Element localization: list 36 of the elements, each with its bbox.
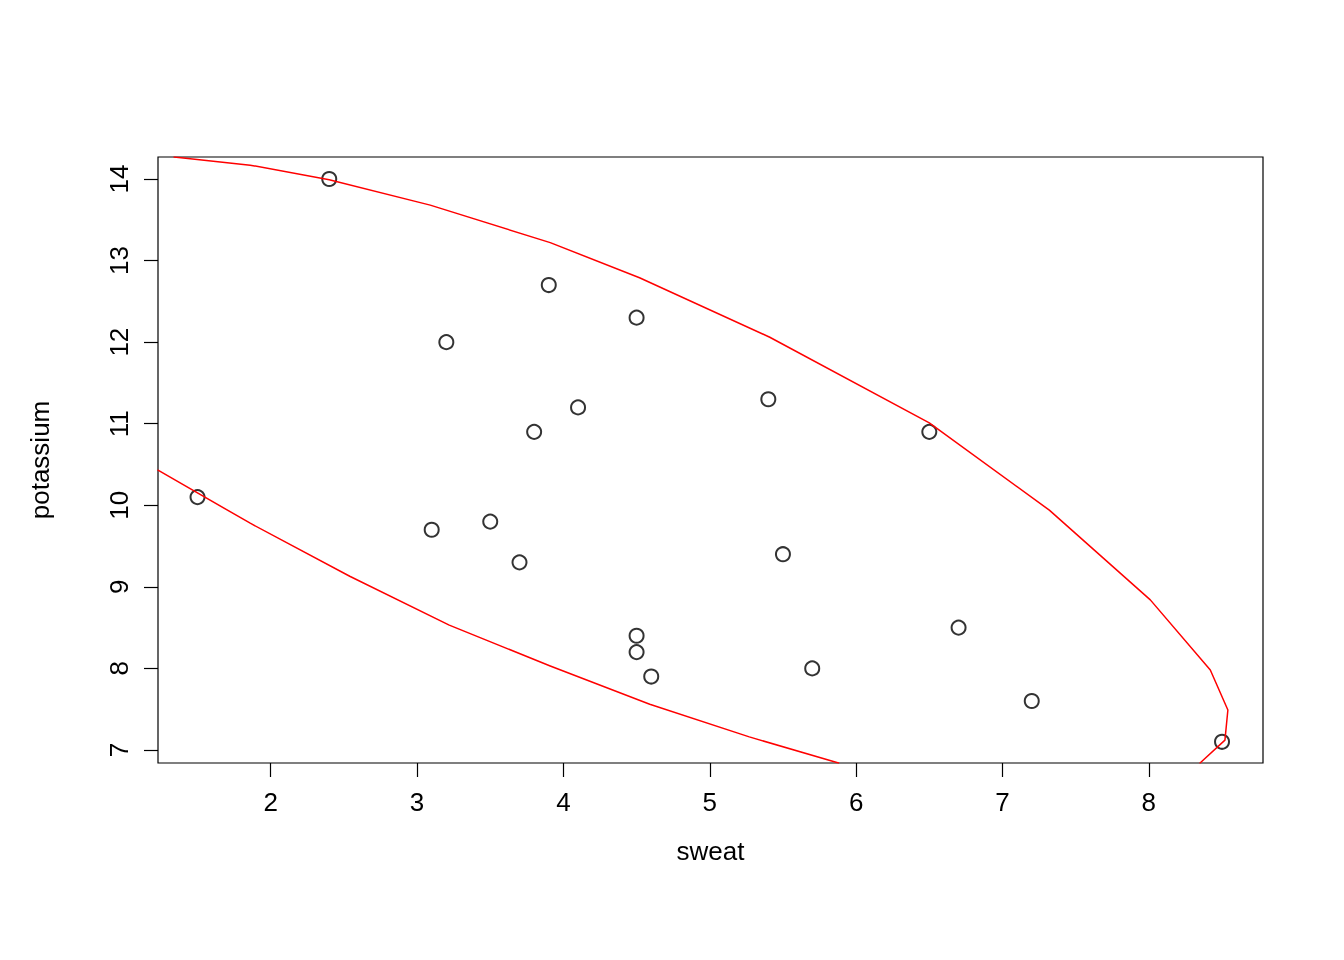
point bbox=[628, 627, 645, 644]
y-tick-label: 9 bbox=[104, 579, 134, 595]
line-series bbox=[173, 156, 1229, 764]
y-tick-label: 12 bbox=[104, 327, 134, 357]
x-tick-label: 3 bbox=[409, 787, 425, 817]
y-tick-label: 11 bbox=[104, 410, 134, 438]
point bbox=[774, 546, 791, 563]
x-tick-label: 5 bbox=[702, 787, 717, 817]
point bbox=[526, 423, 543, 440]
point bbox=[1023, 693, 1040, 710]
y-tick-label: 14 bbox=[104, 164, 134, 194]
x-tick-label: 8 bbox=[1141, 787, 1157, 817]
point bbox=[804, 660, 821, 677]
point bbox=[950, 619, 967, 636]
y-axis-title: potassium bbox=[25, 400, 55, 520]
x-tick-label: 4 bbox=[556, 787, 571, 817]
point bbox=[511, 554, 528, 571]
point bbox=[423, 521, 440, 538]
point bbox=[643, 668, 660, 685]
point bbox=[921, 423, 938, 440]
y-tick-label: 13 bbox=[104, 246, 134, 276]
point bbox=[570, 399, 587, 416]
point bbox=[540, 277, 557, 294]
x-tick-label: 2 bbox=[263, 787, 278, 817]
y-tick-label: 7 bbox=[104, 742, 134, 758]
point bbox=[760, 391, 777, 408]
line-series bbox=[157, 469, 840, 764]
x-tick-label: 7 bbox=[995, 787, 1010, 817]
point bbox=[482, 513, 499, 530]
x-tick-label: 6 bbox=[848, 787, 864, 817]
point bbox=[438, 334, 455, 351]
y-tick-label: 10 bbox=[104, 490, 134, 520]
point bbox=[628, 309, 645, 326]
y-tick-label: 8 bbox=[104, 661, 134, 676]
point bbox=[628, 644, 645, 661]
x-axis-title: sweat bbox=[676, 836, 746, 866]
